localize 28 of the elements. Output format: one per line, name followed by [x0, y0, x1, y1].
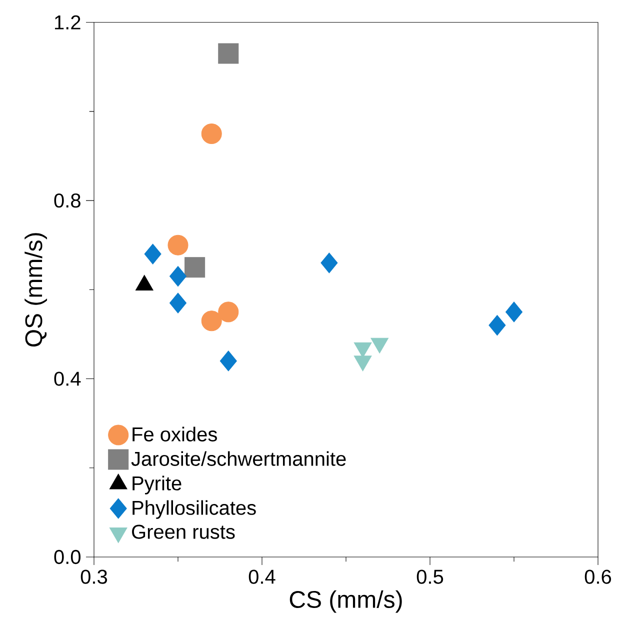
point: [220, 350, 237, 372]
point: [505, 302, 523, 322]
point: [169, 266, 187, 287]
y-tick-label: 0.8: [54, 193, 80, 208]
point: [144, 244, 162, 264]
point: [201, 310, 222, 332]
point: [201, 123, 222, 144]
y-tick-label: 0.4: [54, 372, 81, 386]
point: [168, 234, 188, 256]
y-tick-label: 1.2: [55, 15, 80, 30]
x-axis-title: CS (mm/s): [290, 590, 402, 613]
point: [169, 292, 187, 314]
legend-label: Phyllosilicates: [132, 500, 256, 519]
legend-label: Green rusts: [132, 524, 235, 539]
legend-label: Jarosite/schwertmannite: [131, 451, 346, 466]
legend-label: Fe oxides: [132, 426, 217, 442]
y-axis-title: QS (mm/s): [24, 233, 48, 347]
x-tick-label: 0.5: [416, 570, 444, 584]
point: [218, 302, 239, 322]
point: [184, 257, 206, 278]
x-tick-label: 0.6: [584, 570, 612, 584]
x-tick-label: 0.4: [248, 570, 276, 584]
legend-label: Pyrite: [132, 476, 182, 494]
y-tick-label: 0.0: [54, 550, 80, 564]
point: [218, 43, 239, 64]
x-tick-label: 0.3: [80, 570, 108, 584]
point: [320, 252, 338, 274]
point: [488, 315, 506, 336]
